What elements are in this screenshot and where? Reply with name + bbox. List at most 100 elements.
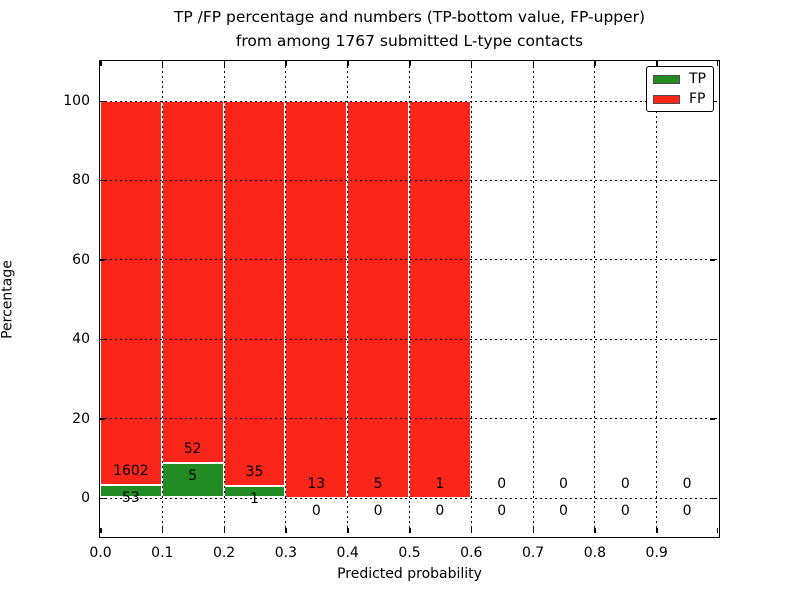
bar-fp-segment — [409, 100, 471, 498]
tp-count-label: 0 — [311, 502, 321, 519]
y-tick-label: 80 — [72, 172, 90, 189]
fp-count-label: 52 — [183, 440, 202, 457]
x-tick-mark — [716, 61, 718, 66]
y-tick-label: 60 — [72, 251, 90, 268]
gridline-horizontal — [100, 259, 718, 261]
y-tick-mark — [710, 259, 715, 261]
gridline-vertical — [470, 61, 472, 536]
x-tick-mark — [594, 61, 596, 66]
tp-count-label: 1 — [250, 491, 259, 508]
tp-count-label: 0 — [682, 502, 692, 519]
x-tick-label: 0.0 — [89, 545, 112, 561]
x-tick-mark — [161, 61, 164, 66]
plot-area: 1602 53 52 5 35 1 13 0 5 0 1 0 0 0 0 0 0 0 0 0 — [99, 60, 720, 538]
x-tick-mark — [347, 528, 349, 533]
y-tick-mark — [100, 179, 105, 182]
x-tick-mark — [223, 61, 226, 66]
x-tick-mark — [285, 528, 287, 533]
x-tick-mark — [100, 61, 102, 66]
bar-tp-segment — [100, 484, 162, 498]
x-tick-label: 0.2 — [212, 545, 236, 561]
bar-tp-segment — [161, 462, 224, 498]
chart-title-line1: TP /FP percentage and numbers (TP-bottom… — [173, 8, 646, 26]
x-tick-mark — [347, 61, 349, 66]
tp-count-label: 0 — [559, 502, 568, 519]
tp-count-label: 0 — [620, 502, 630, 519]
gridline-horizontal — [100, 100, 718, 102]
x-tick-mark — [409, 61, 411, 66]
fp-count-label: 35 — [245, 464, 264, 481]
fp-count-label: 1 — [435, 475, 445, 492]
tp-swatch-icon — [653, 74, 680, 84]
tp-count-label: 0 — [373, 502, 383, 519]
bar-fp-segment — [347, 100, 409, 498]
x-tick-mark — [594, 528, 596, 533]
tp-count-label: 0 — [497, 502, 507, 519]
y-tick-mark — [710, 418, 715, 420]
fp-count-label: 0 — [559, 475, 568, 492]
x-tick-label: 0.1 — [151, 545, 174, 561]
gridline-horizontal — [100, 418, 718, 420]
gridline-vertical — [161, 61, 163, 536]
y-tick-mark — [100, 100, 105, 102]
legend-item-fp: FP — [653, 90, 707, 107]
x-tick-label: 0.8 — [583, 545, 607, 561]
tp-count-label: 5 — [188, 467, 198, 484]
gridline-vertical — [347, 61, 349, 536]
x-tick-mark — [285, 61, 287, 66]
fp-count-label: 13 — [307, 475, 326, 492]
x-tick-label: 0.4 — [336, 545, 359, 561]
fp-count-label: 0 — [620, 475, 630, 492]
fp-count-label: 5 — [373, 475, 383, 492]
x-tick-mark — [656, 61, 658, 66]
y-tick-label: 20 — [72, 410, 90, 427]
gridline-horizontal — [100, 338, 718, 340]
y-tick-mark — [100, 338, 105, 341]
gridline-vertical — [409, 61, 410, 536]
x-tick-mark — [470, 528, 473, 533]
x-tick-label: 0.5 — [398, 545, 421, 561]
x-tick-label: 0.9 — [645, 545, 668, 561]
legend-label-fp: FP — [689, 90, 706, 107]
y-tick-mark — [710, 497, 715, 499]
fp-count-label: 0 — [682, 475, 692, 492]
fp-count-label: 1602 — [113, 462, 149, 479]
chart-title-line2: from among 1767 submitted L-type contact… — [235, 32, 584, 50]
gridline-vertical — [285, 61, 287, 536]
bar-fp-segment — [285, 100, 348, 498]
tp-count-label: 53 — [121, 489, 140, 506]
x-tick-label: 0.3 — [274, 545, 298, 561]
bar-fp-segment — [223, 100, 286, 487]
gridline-vertical — [594, 61, 596, 536]
legend-label-tp: TP — [689, 70, 706, 87]
y-tick-label: 0 — [81, 490, 90, 506]
x-tick-mark — [656, 528, 658, 533]
legend: TP FP — [646, 66, 714, 112]
fp-count-label: 0 — [497, 475, 507, 492]
x-tick-label: 0.7 — [521, 545, 545, 561]
legend-item-tp: TP — [653, 70, 707, 87]
x-tick-mark — [409, 528, 411, 533]
gridline-horizontal — [100, 179, 718, 181]
x-tick-mark — [532, 61, 535, 66]
y-tick-label: 100 — [63, 93, 90, 109]
y-axis-label: Percentage — [0, 260, 16, 339]
gridline-horizontal — [100, 497, 718, 499]
x-tick-mark — [716, 528, 718, 533]
gridline-vertical — [223, 61, 225, 536]
x-tick-mark — [161, 528, 164, 533]
x-tick-mark — [532, 528, 535, 533]
x-tick-mark — [223, 528, 226, 533]
gridline-vertical — [656, 61, 658, 536]
x-tick-mark — [470, 61, 473, 66]
x-tick-mark — [100, 528, 102, 533]
bar-fp-segment — [161, 100, 224, 463]
x-axis-label: Predicted probability — [337, 566, 482, 582]
y-tick-mark — [710, 338, 715, 341]
y-tick-mark — [100, 497, 105, 499]
y-tick-mark — [100, 418, 105, 420]
x-tick-label: 0.6 — [460, 545, 483, 561]
tp-count-label: 0 — [435, 502, 445, 519]
fp-swatch-icon — [653, 94, 680, 104]
